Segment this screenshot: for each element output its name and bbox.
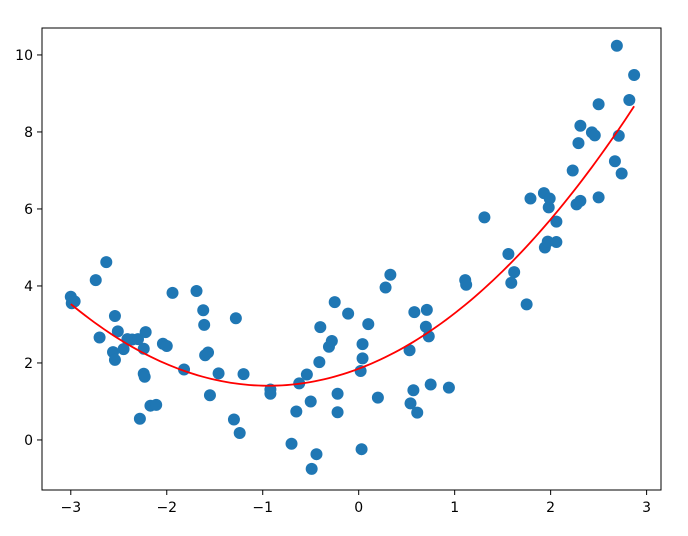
- data-point: [355, 443, 368, 456]
- data-point: [290, 405, 303, 418]
- y-tick-label: 6: [24, 202, 33, 218]
- data-point: [166, 286, 179, 299]
- data-point: [566, 164, 579, 177]
- y-tick-label: 2: [24, 356, 33, 372]
- data-point: [505, 276, 518, 289]
- data-point: [285, 437, 298, 450]
- data-point: [592, 191, 605, 204]
- data-point: [424, 378, 437, 391]
- data-point: [100, 256, 113, 269]
- x-tick-label: −2: [156, 500, 177, 516]
- data-point: [331, 406, 344, 419]
- data-point: [460, 278, 473, 291]
- data-point: [89, 274, 102, 287]
- y-tick-label: 4: [24, 279, 33, 295]
- data-point: [198, 318, 211, 331]
- data-point: [356, 338, 369, 351]
- data-point: [325, 335, 338, 347]
- scatter-points: [64, 39, 641, 475]
- data-point: [131, 333, 144, 346]
- data-point: [304, 395, 317, 408]
- x-tick-label: −1: [252, 500, 273, 516]
- data-point: [542, 201, 555, 214]
- data-point: [111, 325, 124, 338]
- data-point: [404, 397, 417, 410]
- data-point: [229, 312, 242, 325]
- x-tick-label: 2: [546, 500, 555, 516]
- data-point: [160, 340, 173, 353]
- data-point: [550, 215, 563, 228]
- data-point: [108, 309, 121, 322]
- data-point: [407, 384, 420, 397]
- data-point: [202, 346, 215, 359]
- x-tick-label: 3: [642, 500, 651, 516]
- data-point: [68, 295, 81, 308]
- data-point: [478, 211, 491, 224]
- fit-curve: [70, 105, 635, 387]
- data-point: [371, 391, 384, 404]
- x-tick-label: −3: [60, 500, 81, 516]
- data-point: [502, 247, 515, 260]
- data-point: [310, 448, 323, 461]
- data-point: [356, 352, 369, 365]
- data-point: [419, 320, 432, 333]
- data-point: [237, 368, 250, 381]
- data-point: [139, 326, 152, 339]
- data-point: [524, 192, 537, 205]
- data-point: [93, 331, 106, 344]
- data-point: [342, 307, 355, 320]
- data-point: [203, 389, 216, 402]
- data-point: [541, 235, 554, 248]
- data-point: [133, 412, 146, 425]
- x-tick-label: 0: [354, 500, 363, 516]
- data-point: [264, 387, 277, 400]
- data-point: [300, 368, 313, 381]
- data-point: [408, 306, 421, 319]
- data-point: [623, 93, 636, 106]
- y-axis-ticks: 0 2 4 6 8 10: [15, 48, 42, 449]
- data-point: [550, 236, 563, 249]
- data-point: [362, 318, 375, 331]
- data-point: [331, 387, 344, 400]
- data-point: [403, 344, 416, 357]
- data-point: [305, 462, 318, 475]
- data-point: [592, 98, 605, 111]
- data-point: [520, 298, 533, 311]
- data-point: [138, 370, 151, 383]
- x-tick-label: 1: [450, 500, 459, 516]
- data-point: [313, 356, 326, 369]
- data-point: [197, 304, 210, 317]
- data-point: [543, 192, 556, 205]
- data-point: [608, 155, 621, 168]
- data-point: [420, 303, 433, 316]
- data-point: [227, 413, 240, 426]
- data-point: [508, 266, 521, 279]
- data-point: [108, 353, 121, 366]
- data-point: [610, 39, 623, 52]
- data-point: [354, 365, 367, 378]
- data-point: [379, 281, 392, 294]
- y-tick-label: 8: [24, 125, 33, 141]
- y-tick-label: 0: [24, 433, 33, 449]
- data-point: [574, 194, 587, 207]
- data-point: [442, 381, 455, 394]
- data-point: [314, 321, 327, 334]
- data-point: [572, 137, 585, 150]
- x-axis-ticks: −3 −2 −1 0 1 2 3: [60, 490, 651, 516]
- data-point: [212, 367, 225, 380]
- plot-frame: [41, 27, 662, 491]
- data-point: [411, 406, 424, 419]
- data-point: [615, 167, 628, 180]
- data-point: [384, 268, 397, 281]
- data-point: [190, 284, 203, 297]
- data-point: [233, 427, 246, 440]
- data-point: [117, 343, 130, 356]
- data-point: [628, 68, 641, 81]
- data-point: [574, 119, 587, 132]
- data-point: [328, 296, 341, 309]
- data-point: [150, 398, 163, 411]
- data-point: [588, 129, 601, 142]
- y-tick-label: 10: [15, 48, 33, 64]
